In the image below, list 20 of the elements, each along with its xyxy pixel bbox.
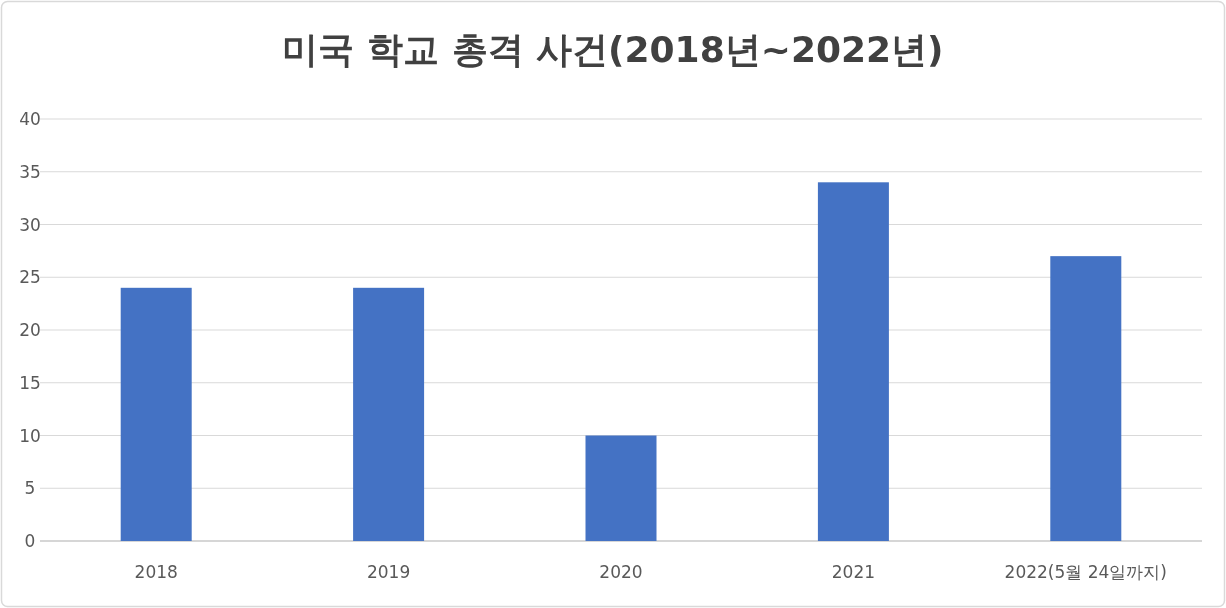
x-tick-label: 2018 [134, 562, 178, 582]
x-tick-label: 2020 [599, 562, 643, 582]
y-tick-label: 0 [24, 531, 36, 551]
bar [817, 182, 889, 541]
y-tick-label: 25 [19, 267, 41, 288]
y-tick-label: 5 [24, 478, 36, 499]
chart-title: 미국 학교 총격 사건(2018년~2022년) [282, 29, 944, 70]
bar [1050, 256, 1122, 541]
bar [585, 435, 657, 541]
bar [120, 287, 192, 541]
bar [353, 287, 425, 541]
x-tick-label: 2019 [366, 562, 411, 582]
y-tick-label: 10 [19, 425, 41, 446]
x-tick-label: 2021 [831, 562, 876, 582]
y-tick-label: 20 [19, 320, 41, 340]
y-tick-label: 35 [19, 161, 41, 182]
y-tick-label: 30 [19, 214, 41, 235]
y-tick-label: 15 [19, 372, 41, 393]
y-tick-label: 40 [19, 109, 41, 129]
x-tick-label: 2022(5월 24일까지) [1004, 562, 1167, 582]
